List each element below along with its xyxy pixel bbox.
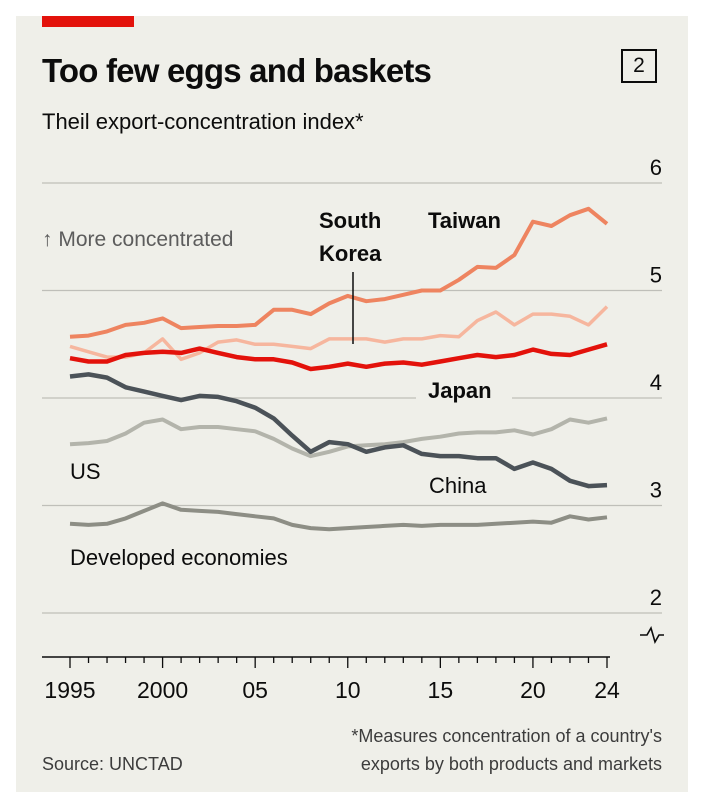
series-line-developed-economies: [69, 501, 608, 532]
chart-subtitle: Theil export-concentration index*: [42, 109, 364, 134]
y-tick-label-3: 3: [650, 478, 662, 503]
annotation-more-concentrated: ↑ More concentrated: [42, 228, 233, 251]
grid-lines: [42, 182, 662, 614]
label-china: China: [429, 473, 487, 498]
x-tick-label-2015: 15: [428, 677, 454, 703]
x-axis-labels: 1995 2000 05 10 15 20 24: [44, 677, 620, 703]
label-japan: Japan: [428, 378, 492, 403]
footnote-line-1: *Measures concentration of a country's: [351, 726, 662, 746]
chart-title: Too few eggs and baskets: [42, 52, 432, 89]
series-line-japan: [69, 342, 608, 372]
footnote: *Measures concentration of a country's e…: [351, 722, 662, 778]
label-us: US: [70, 459, 101, 484]
x-tick-label-2005: 05: [242, 677, 268, 703]
x-axis-ticks: [69, 657, 608, 668]
x-tick-label-1995: 1995: [44, 677, 95, 703]
y-tick-label-2: 2: [650, 585, 662, 610]
series-line-us: [69, 416, 608, 459]
label-south-korea-line1: South: [319, 208, 381, 233]
x-tick-label-2024: 24: [594, 677, 620, 703]
series-line-taiwan: [69, 206, 609, 339]
label-south-korea-line2: Korea: [319, 241, 382, 266]
chart-card: Too few eggs and baskets Theil export-co…: [16, 16, 688, 792]
label-south-korea: South Korea: [319, 208, 382, 344]
footnote-line-2: exports by both products and markets: [360, 754, 662, 774]
label-developed-economies: Developed economies: [70, 545, 288, 570]
series-line-south-korea: [69, 305, 609, 362]
y-tick-label-4: 4: [650, 370, 662, 395]
line-chart: 2 3 4 5 6 1995 2000 05 10 15 20 24 ↑ More concentr…: [42, 155, 664, 703]
x-tick-label-2020: 20: [520, 677, 546, 703]
x-tick-label-2000: 2000: [137, 677, 188, 703]
y-tick-label-6: 6: [650, 155, 662, 180]
chart-number-badge: 2: [621, 49, 657, 83]
label-japan-background: [416, 372, 512, 404]
axis-break-icon: [640, 625, 664, 645]
series-line-china: [69, 372, 608, 489]
brand-accent-bar: [42, 16, 134, 27]
x-tick-label-2010: 10: [335, 677, 361, 703]
source-note: Source: UNCTAD: [42, 754, 183, 774]
series-lines: [69, 206, 609, 532]
label-taiwan: Taiwan: [428, 208, 501, 233]
y-tick-label-5: 5: [650, 263, 662, 288]
y-axis-labels: 2 3 4 5 6: [650, 155, 662, 610]
